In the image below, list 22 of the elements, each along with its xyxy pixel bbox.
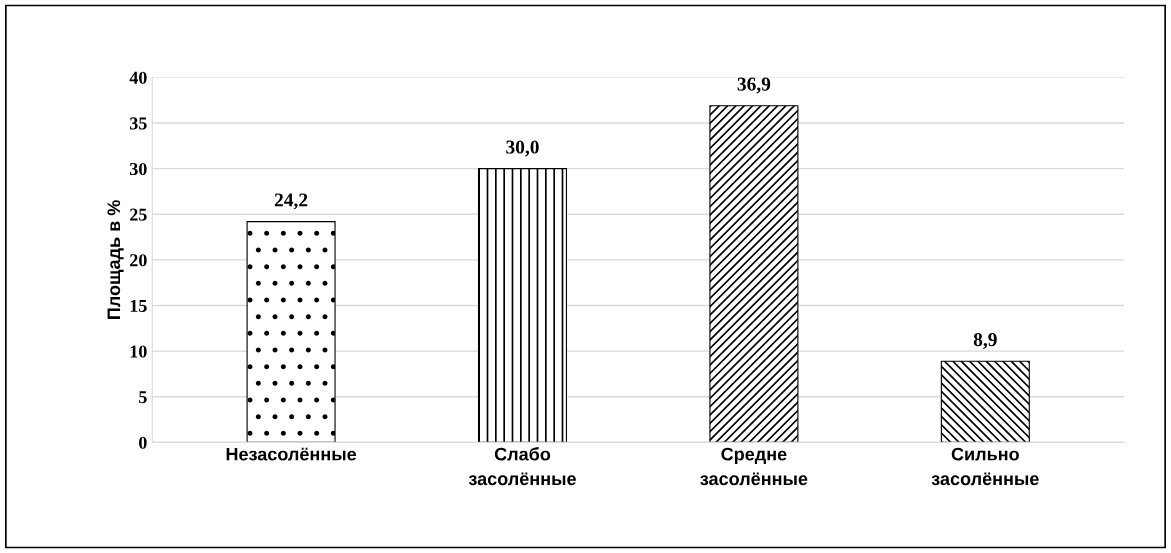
x-tick-label: Сильно засолённые: [931, 447, 1039, 486]
x-tick-label: Слабо засолённые: [468, 447, 576, 486]
bar: [709, 105, 799, 443]
x-tick-label: Средне засолённые: [700, 447, 808, 486]
y-tick-label: 15: [130, 299, 147, 312]
data-label: 36,9: [737, 77, 771, 94]
data-label: 8,9: [973, 333, 997, 349]
y-tick-label: 0: [139, 436, 147, 449]
y-tick-label: 40: [129, 71, 147, 84]
y-tick-label: 25: [130, 208, 147, 221]
y-tick-label: 10: [130, 345, 147, 358]
bar: [940, 360, 1030, 443]
x-tick-label: Незасолённые: [226, 447, 357, 461]
y-tick-label: 5: [139, 391, 147, 404]
data-label: 30,0: [506, 140, 539, 157]
bar: [246, 221, 336, 443]
data-label: 24,2: [274, 193, 308, 210]
y-axis-title: Площадь в %: [107, 200, 124, 319]
bar: [477, 168, 568, 443]
y-tick-label: 35: [129, 117, 147, 130]
y-tick-label: 30: [129, 162, 147, 176]
y-tick-label: 20: [130, 254, 147, 267]
